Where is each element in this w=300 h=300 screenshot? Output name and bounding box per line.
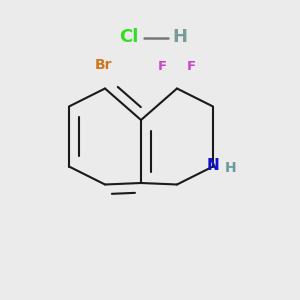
Text: F: F — [158, 60, 167, 73]
Text: Br: Br — [95, 58, 112, 72]
Text: H: H — [225, 161, 236, 175]
Text: N: N — [207, 158, 219, 172]
Text: F: F — [187, 60, 196, 73]
Text: Cl: Cl — [118, 28, 138, 46]
Text: H: H — [172, 28, 188, 46]
